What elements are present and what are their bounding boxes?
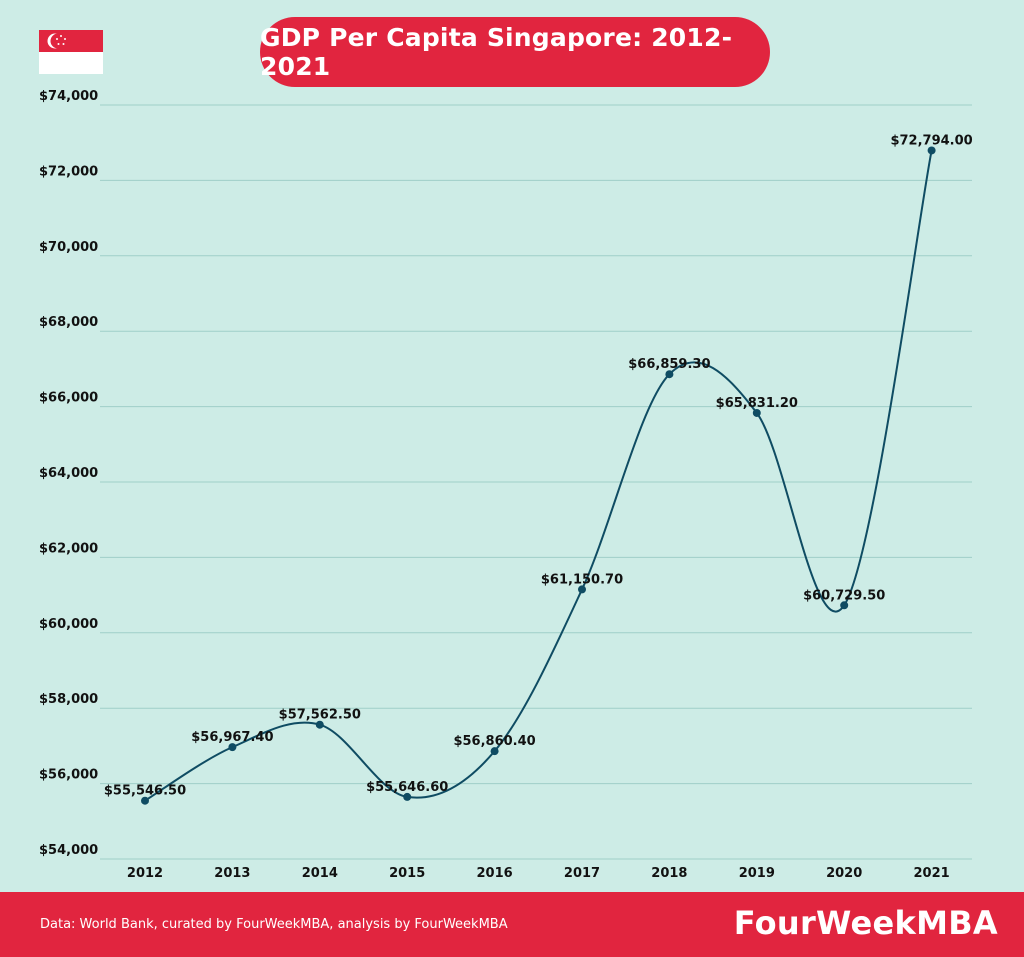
data-label: $56,967.40 xyxy=(191,730,273,745)
source-note: Data: World Bank, curated by FourWeekMBA… xyxy=(40,917,508,932)
data-point xyxy=(228,743,237,752)
data-label: $55,646.60 xyxy=(366,780,448,795)
x-tick-label: 2018 xyxy=(651,866,687,881)
brand-logo: FourWeekMBA xyxy=(733,904,998,942)
series-line xyxy=(144,150,933,802)
singapore-flag-icon xyxy=(39,30,103,74)
data-point xyxy=(927,146,936,155)
y-tick-label: $70,000 xyxy=(39,240,98,255)
data-point xyxy=(490,747,499,756)
x-tick-label: 2021 xyxy=(914,866,950,881)
y-tick-label: $64,000 xyxy=(39,466,98,481)
data-label: $65,831.20 xyxy=(716,396,798,411)
data-point xyxy=(403,792,412,801)
y-tick-label: $62,000 xyxy=(39,541,98,556)
data-label: $57,562.50 xyxy=(279,708,361,723)
line-chart: $54,000 $56,000 $58,000 $60,000 $62,000 $64,0… xyxy=(39,89,973,881)
y-tick-label: $58,000 xyxy=(39,692,98,707)
x-tick-label: 2019 xyxy=(739,866,775,881)
x-tick-label: 2017 xyxy=(564,866,600,881)
y-tick-label: $68,000 xyxy=(39,315,98,330)
data-label: $55,546.50 xyxy=(104,784,186,799)
x-tick-label: 2014 xyxy=(302,866,338,881)
data-point xyxy=(840,601,849,610)
x-tick-label: 2015 xyxy=(389,866,425,881)
data-point xyxy=(665,370,674,379)
data-label: $56,860.40 xyxy=(453,734,535,749)
y-tick-label: $60,000 xyxy=(39,617,98,632)
y-tick-label: $56,000 xyxy=(39,768,98,783)
data-point xyxy=(141,796,149,805)
y-tick-label: $54,000 xyxy=(39,843,98,858)
data-label: $72,794.00 xyxy=(890,133,972,148)
x-tick-label: 2013 xyxy=(214,866,250,881)
footer-bar: Data: World Bank, curated by FourWeekMBA… xyxy=(0,892,1024,957)
y-tick-label: $66,000 xyxy=(39,391,98,406)
data-point xyxy=(752,408,761,417)
y-tick-label: $74,000 xyxy=(39,89,98,104)
data-point xyxy=(578,585,586,594)
x-tick-label: 2016 xyxy=(477,866,513,881)
data-label: $60,729.50 xyxy=(803,588,885,603)
data-label: $66,859.30 xyxy=(628,357,710,372)
x-tick-label: 2020 xyxy=(826,866,862,881)
data-point xyxy=(315,720,324,729)
chart-title: GDP Per Capita Singapore: 2012-2021 xyxy=(260,17,770,87)
y-tick-label: $72,000 xyxy=(39,164,98,179)
x-tick-label: 2012 xyxy=(127,866,163,881)
data-label: $61,150.70 xyxy=(541,572,623,587)
